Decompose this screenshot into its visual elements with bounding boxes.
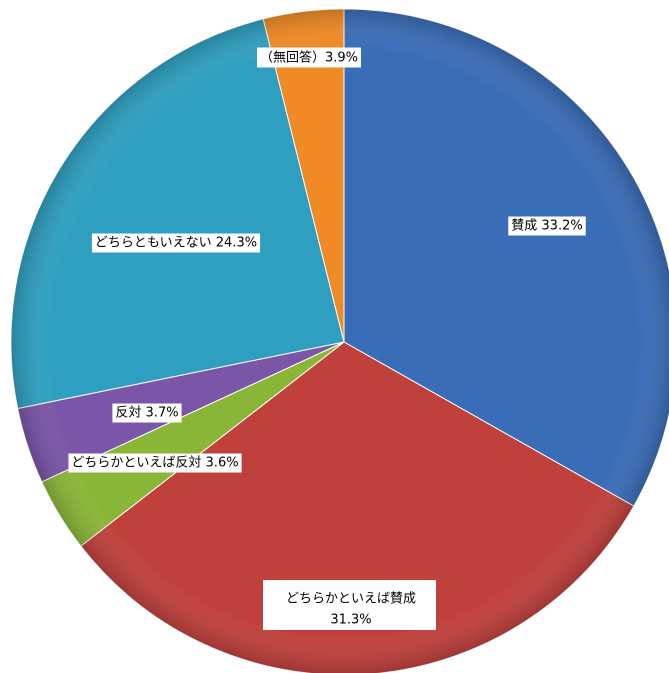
slice-label-text: 反対 3.7% [115, 406, 178, 421]
slice-label-box [263, 580, 436, 630]
slice-label-text: どちらともいえない 24.3% [95, 236, 257, 251]
slice-label-text: どちらかといえば賛成 [286, 592, 416, 607]
pie-labels: 賛成 33.2% どちらかといえば賛成 31.3% どちらかといえば反対 3.6% 反対… [68, 47, 586, 630]
slice-label-1: 賛成 33.2% [508, 216, 586, 236]
slice-label-text: どちらかといえば反対 3.6% [71, 456, 238, 471]
slice-label-box [68, 453, 242, 473]
slice-label-box [91, 233, 261, 253]
slice-label-box [112, 403, 182, 423]
slice-label-3: どちらかといえば反対 3.6% [68, 453, 242, 473]
slice-label-6: （無回答）3.9% [256, 47, 362, 68]
slice-label-2: どちらかといえば賛成 31.3% [263, 580, 436, 630]
slice-label-box [256, 47, 362, 68]
slice-label-4: 反対 3.7% [112, 403, 182, 423]
slice-label-box [508, 216, 586, 236]
slice-label-text: 賛成 33.2% [511, 219, 582, 234]
slice-label-text: （無回答）3.9% [260, 50, 358, 66]
slice-label-text: 31.3% [330, 613, 371, 628]
pie-slices [10, 8, 669, 673]
slice-label-5: どちらともいえない 24.3% [91, 233, 261, 253]
